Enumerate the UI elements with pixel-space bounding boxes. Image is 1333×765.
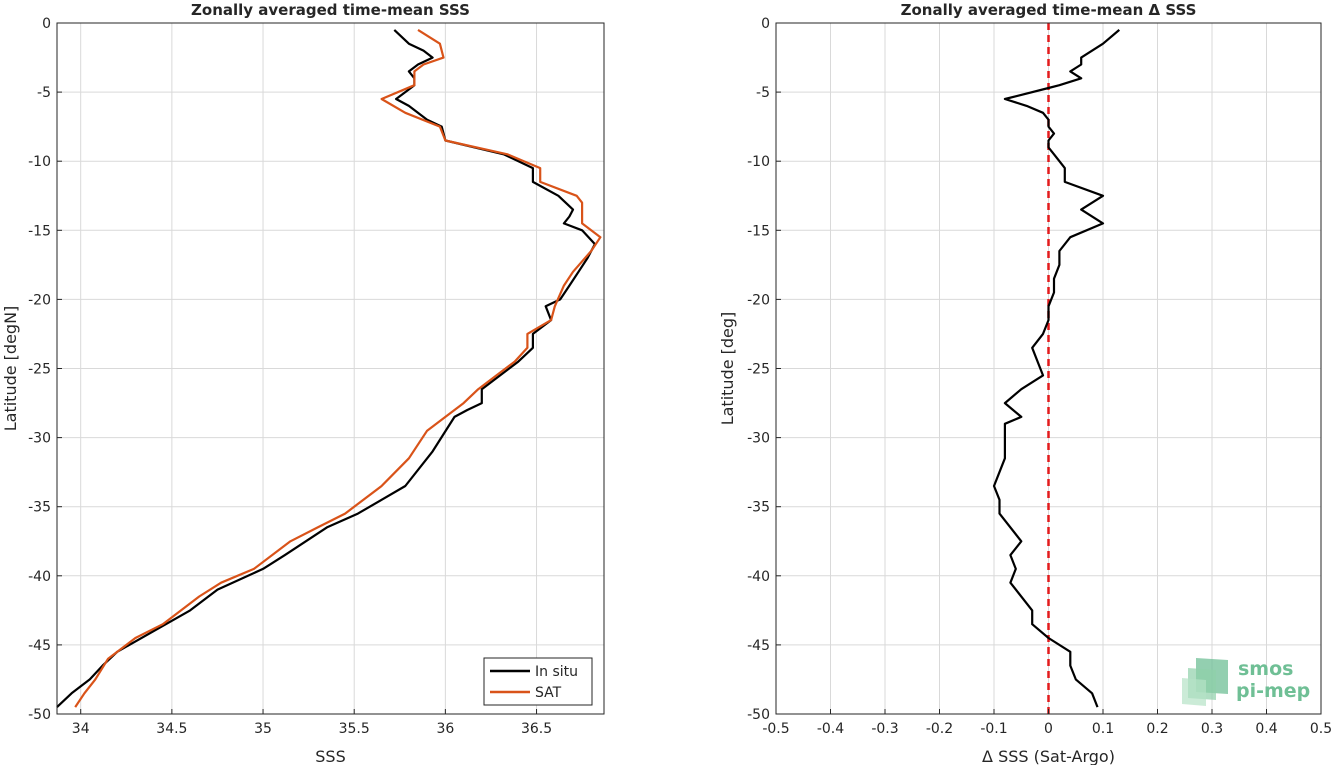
right-chart-title: Zonally averaged time-mean Δ SSS	[901, 1, 1197, 19]
right-y-tick-label: -25	[747, 362, 770, 378]
left-chart-title: Zonally averaged time-mean SSS	[191, 1, 470, 19]
right-x-axis-label: Δ SSS (Sat-Argo)	[982, 747, 1115, 765]
left-y-tick-label: -30	[28, 431, 51, 447]
left-y-tick-label: -50	[28, 707, 51, 723]
legend-box	[483, 657, 593, 706]
left-x-tick-label: 36	[436, 721, 454, 737]
right-x-tick-label: -0.2	[926, 721, 953, 737]
logo-line-2: pi-mep	[1236, 680, 1310, 702]
logo-emblem-icon	[1182, 658, 1228, 706]
right-y-tick-label: -10	[747, 154, 770, 170]
right-x-tick-label: 0.3	[1201, 721, 1223, 737]
left-tick-labels: 34 34.5 35 35.5 36 36.5 0 -5 -10 -15 -20 -25 -30 -35 -…	[28, 16, 552, 737]
left-series-line-sat	[74, 28, 602, 708]
right-x-tick-label: 0.4	[1255, 721, 1277, 737]
right-series-line-series-0	[992, 29, 1121, 708]
right-y-axis-label: Latitude [deg]	[718, 312, 737, 426]
smos-pi-mep-logo: smos pi-mep	[1182, 658, 1310, 706]
left-x-tick-label: 35	[254, 721, 272, 737]
left-y-tick-label: -15	[28, 223, 51, 239]
right-y-tick-label: -35	[747, 500, 770, 516]
left-x-tick-label: 36.5	[521, 721, 552, 737]
right-y-tick-label: -20	[747, 292, 770, 308]
right-y-tick-label: -40	[747, 569, 770, 585]
left-x-tick-label: 34.5	[156, 721, 187, 737]
right-tick-labels: -0.5 -0.4 -0.3 -0.2 -0.1 0 0.1 0.2 0.3 0.4 0.5 0 -5 -…	[747, 16, 1332, 737]
left-series-line-in-situ	[56, 29, 597, 708]
right-x-tick-label: -0.1	[980, 721, 1007, 737]
right-y-tick-label: -50	[747, 707, 770, 723]
right-y-tick-label: -30	[747, 431, 770, 447]
left-y-tick-label: -20	[28, 292, 51, 308]
right-x-tick-label: -0.4	[817, 721, 844, 737]
left-y-tick-label: -45	[28, 638, 51, 654]
right-y-tick-label: -15	[747, 223, 770, 239]
legend-label-in-situ: In situ	[535, 664, 578, 680]
left-y-tick-label: -10	[28, 154, 51, 170]
left-x-tick-label: 35.5	[339, 721, 370, 737]
left-y-axis-label: Latitude [degN]	[1, 306, 20, 432]
left-x-axis-label: SSS	[315, 747, 345, 765]
left-y-tick-label: -5	[37, 85, 51, 101]
right-x-tick-label: -0.3	[871, 721, 898, 737]
right-x-tick-label: 0.1	[1092, 721, 1114, 737]
legend: In situ SAT	[483, 657, 593, 706]
left-series-layer	[56, 28, 602, 708]
right-x-tick-label: 0	[1044, 721, 1053, 737]
left-x-tick-label: 34	[72, 721, 90, 737]
right-x-tick-label: -0.5	[762, 721, 789, 737]
left-y-tick-label: 0	[42, 16, 51, 32]
left-y-tick-label: -25	[28, 362, 51, 378]
logo-line-1: smos	[1238, 658, 1293, 680]
right-y-tick-label: -5	[756, 85, 770, 101]
right-series-layer	[992, 29, 1121, 708]
sss-profile-chart: 34 34.5 35 35.5 36 36.5 0 -5 -10 -15 -20 -25 -30 -35 -…	[1, 1, 605, 765]
left-y-tick-label: -35	[28, 500, 51, 516]
delta-sss-profile-chart: -0.5 -0.4 -0.3 -0.2 -0.1 0 0.1 0.2 0.3 0.4 0.5 0 -5 -…	[718, 1, 1332, 765]
right-y-tick-label: -45	[747, 638, 770, 654]
left-y-tick-label: -40	[28, 569, 51, 585]
right-x-tick-label: 0.5	[1310, 721, 1332, 737]
legend-label-sat: SAT	[535, 685, 562, 701]
left-grid	[57, 22, 604, 715]
right-x-tick-label: 0.2	[1146, 721, 1168, 737]
right-y-tick-label: 0	[761, 16, 770, 32]
